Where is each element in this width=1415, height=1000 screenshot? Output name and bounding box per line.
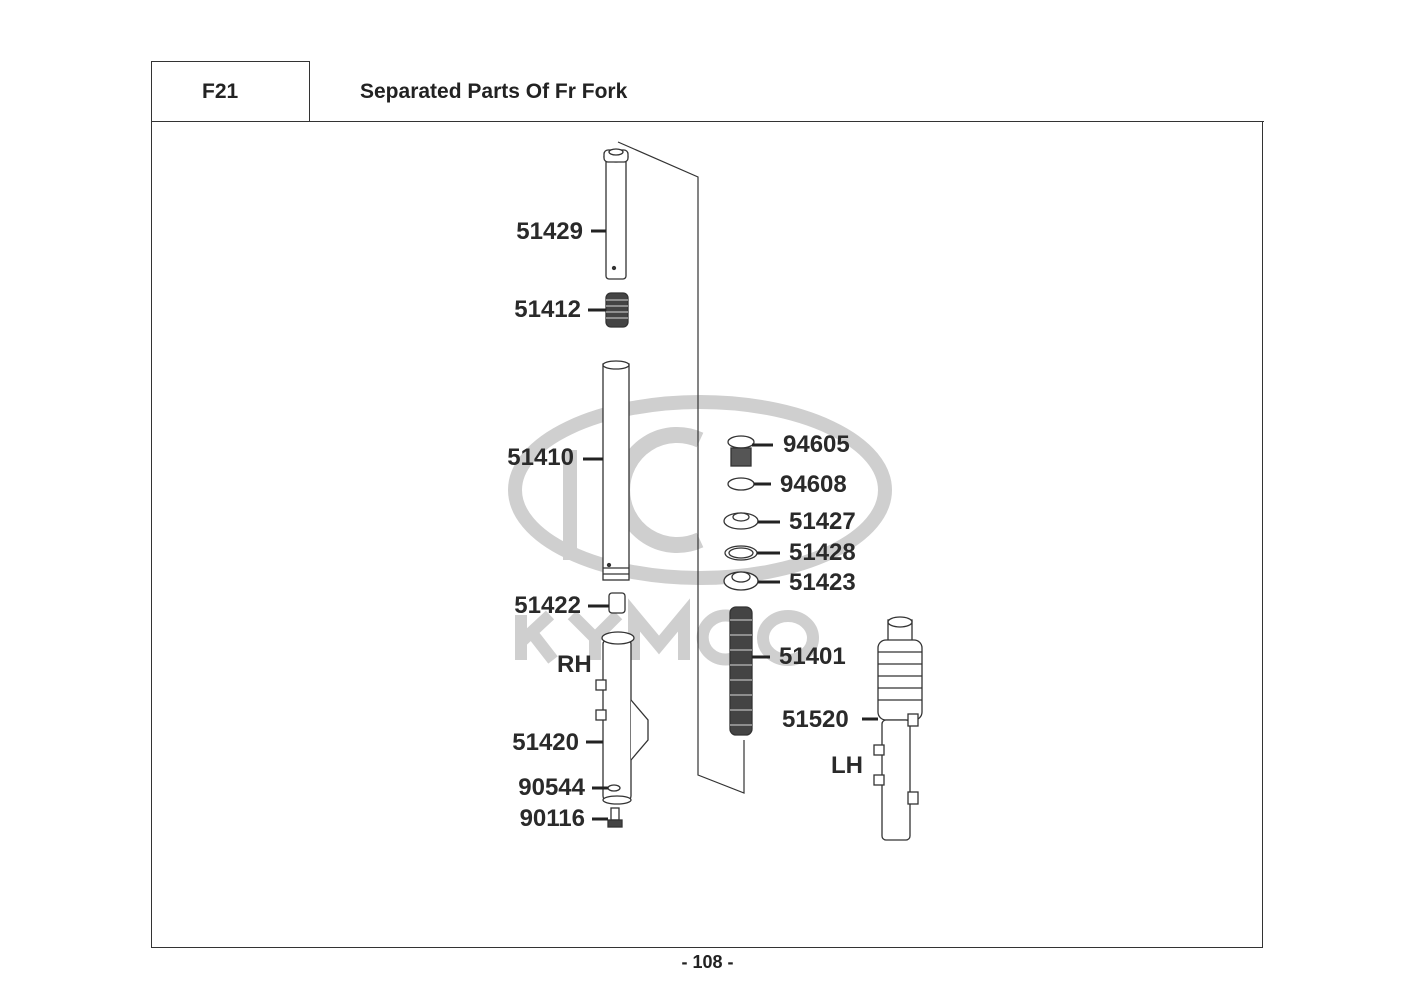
part-94608-o-ring (727, 477, 755, 491)
frame-bottom-border (151, 947, 1263, 948)
part-51428-ring (724, 545, 758, 561)
part-51422-piece (608, 592, 626, 614)
side-label-lh: LH (831, 752, 863, 779)
part-label-51428: 51428 (789, 539, 856, 566)
part-51412-rebound-spring (605, 292, 629, 328)
part-51420-rh-outer-tube (595, 631, 649, 805)
part-90116-bolt (607, 807, 623, 828)
part-label-94605: 94605 (783, 431, 850, 458)
part-51410-inner-tube (602, 360, 630, 581)
part-label-51427: 51427 (789, 508, 856, 535)
part-51423-oil-seal (723, 571, 759, 591)
side-label-rh: RH (557, 651, 592, 678)
part-label-51420: 51420 (512, 729, 579, 756)
header-divider (309, 61, 310, 122)
kymco-watermark-logo (508, 395, 892, 666)
page-title: Separated Parts Of Fr Fork (360, 80, 628, 103)
part-label-51422: 51422 (514, 592, 581, 619)
part-label-90116: 90116 (519, 805, 585, 832)
header-left-border (151, 61, 152, 948)
part-label-51520: 51520 (782, 706, 849, 733)
part-51429-damper-rod (603, 148, 629, 280)
header-top-border (151, 61, 310, 62)
header-bottom-border (151, 121, 1264, 122)
part-51427-spring-seat (723, 512, 759, 530)
part-label-51429: 51429 (516, 218, 583, 245)
assembly-outline (617, 141, 745, 794)
section-code: F21 (202, 80, 239, 103)
part-label-51401: 51401 (779, 643, 846, 670)
part-label-51423: 51423 (789, 569, 856, 596)
leader-lines (583, 229, 878, 821)
part-94605-cap-bolt (727, 435, 755, 467)
part-51520-lh-fork (873, 616, 923, 841)
part-label-51412: 51412 (514, 296, 581, 323)
part-90544-washer (607, 784, 621, 792)
part-label-90544: 90544 (518, 774, 585, 801)
part-51401-fork-spring (729, 606, 753, 736)
frame-right-border (1262, 121, 1263, 948)
part-label-51410: 51410 (507, 444, 574, 471)
kymco-watermark-lettering (515, 598, 819, 666)
part-label-94608: 94608 (780, 471, 847, 498)
page-number: - 108 - (681, 952, 734, 972)
